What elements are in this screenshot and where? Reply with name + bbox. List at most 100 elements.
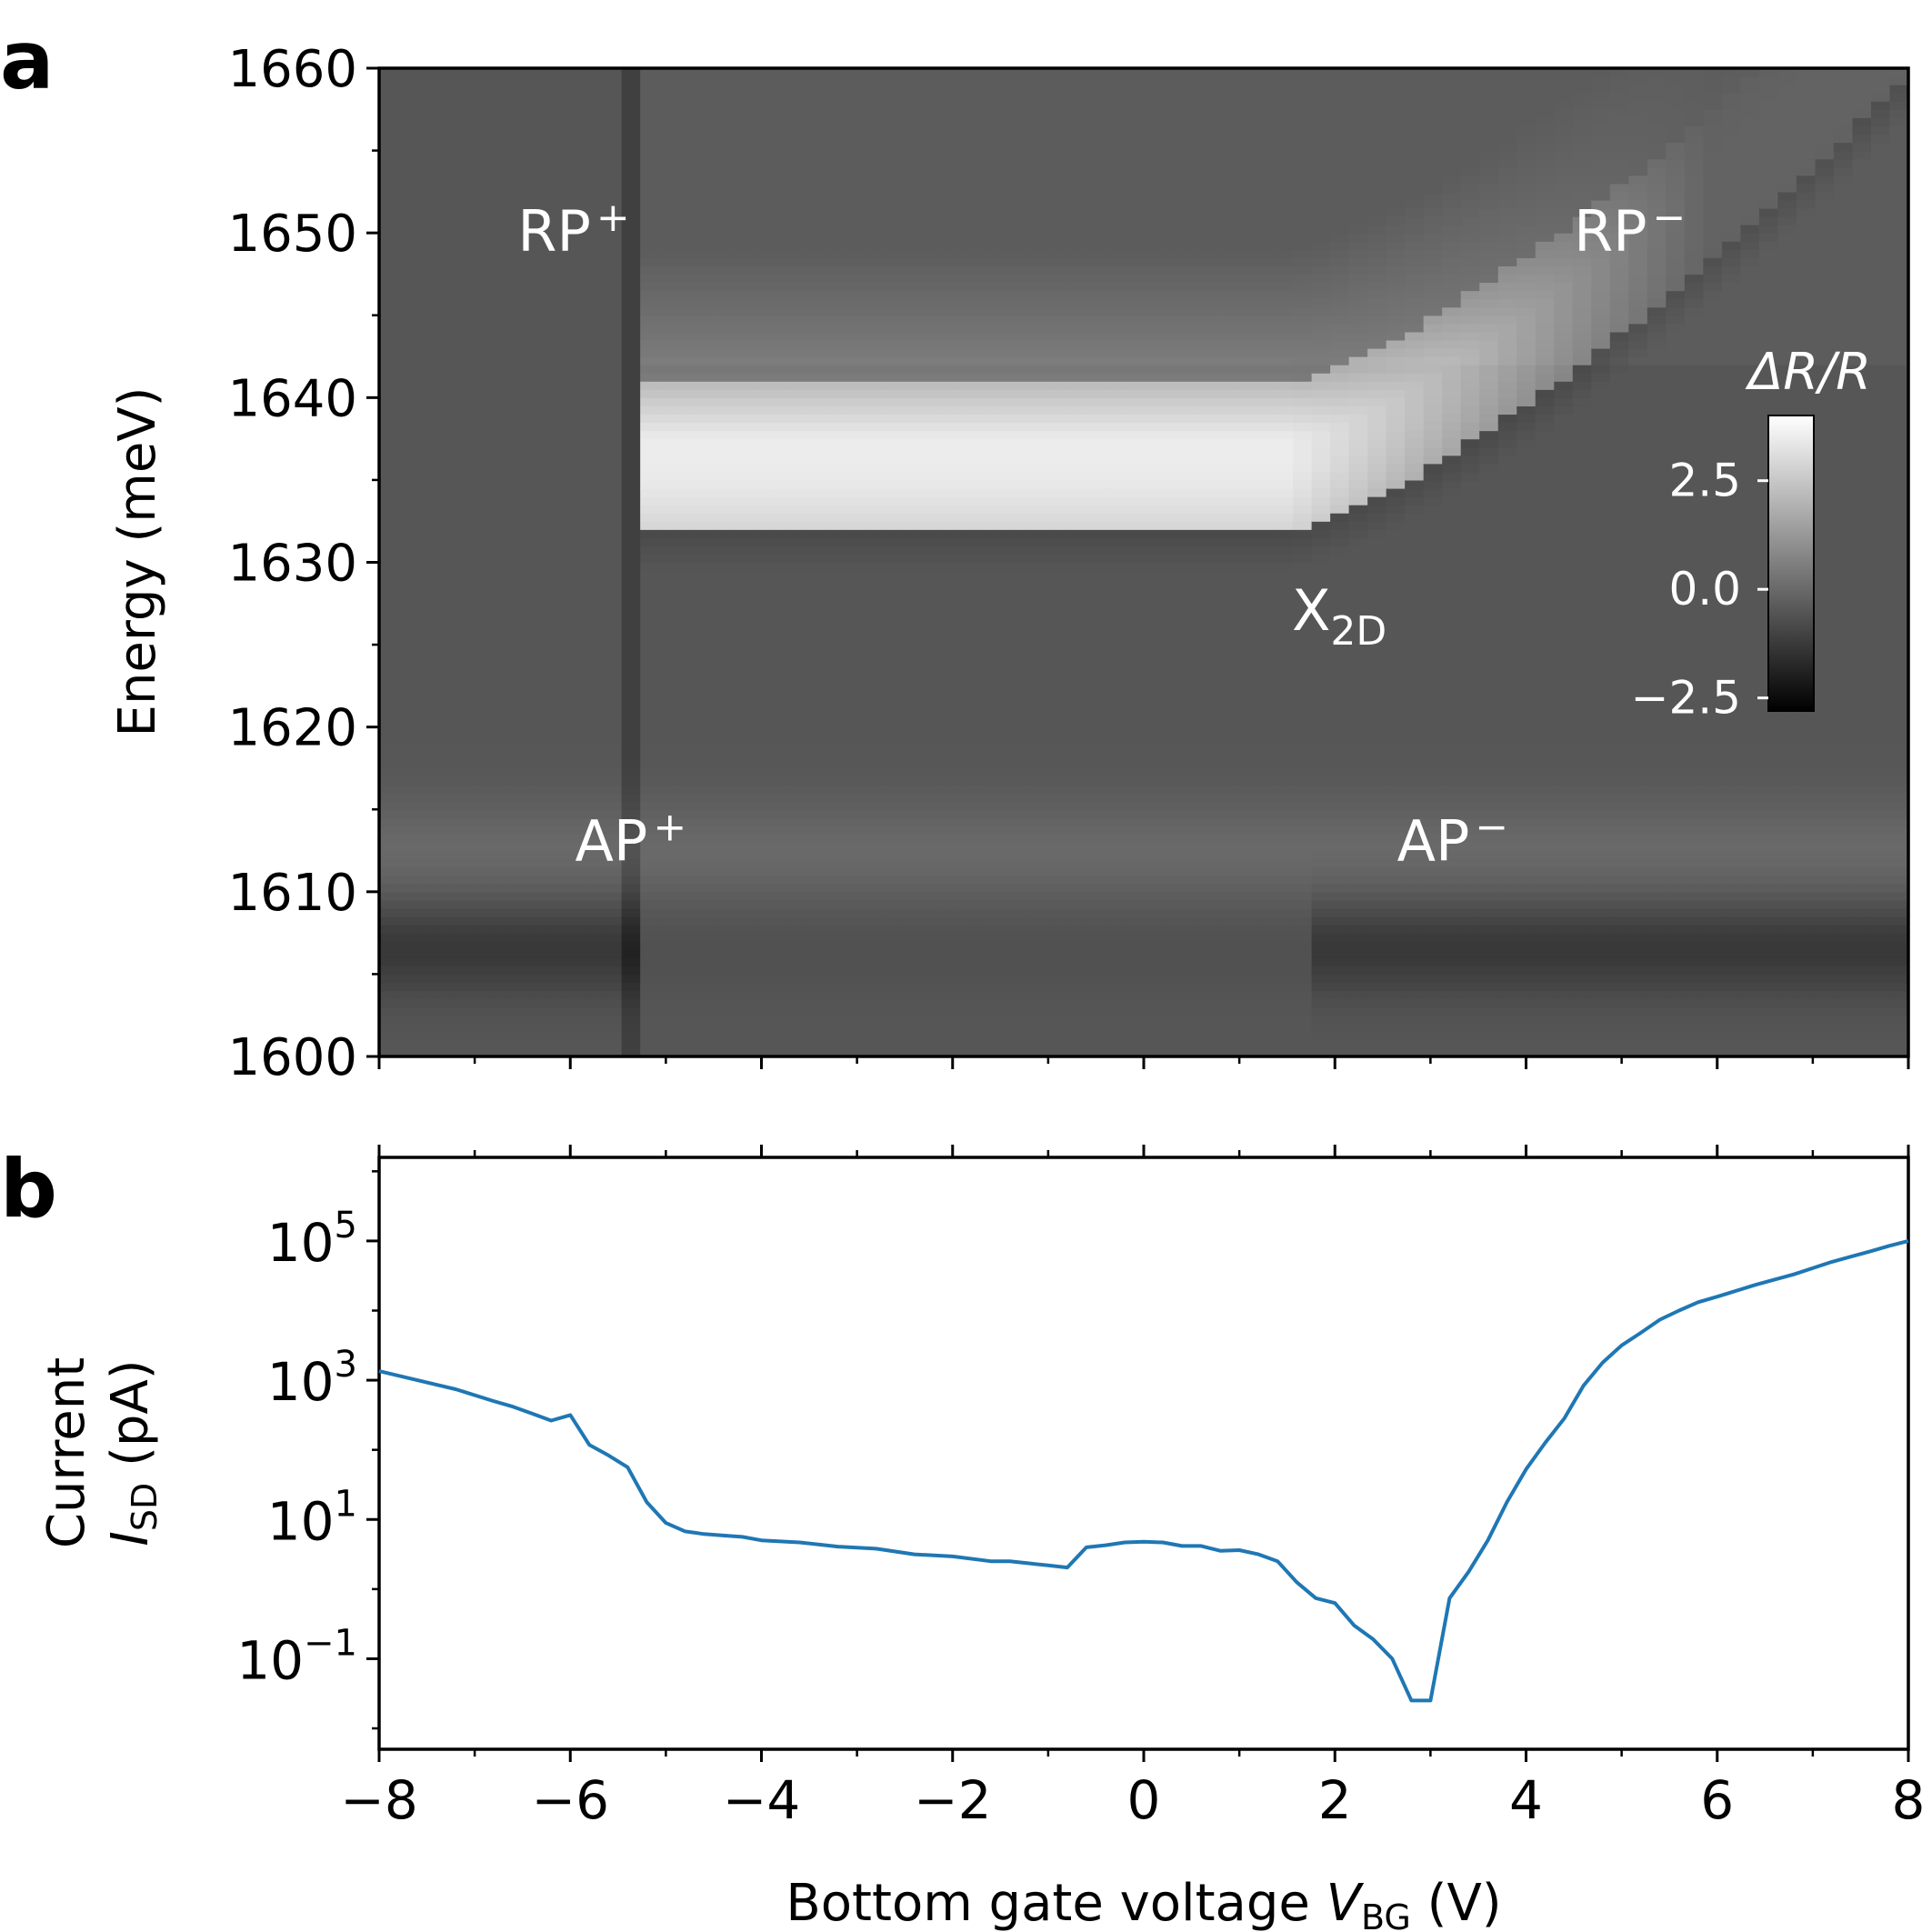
heatmap-cell <box>658 776 678 786</box>
heatmap-cell <box>1050 957 1070 966</box>
heatmap-cell <box>956 125 976 135</box>
heatmap-cell <box>454 595 474 605</box>
heatmap-cell <box>603 743 623 753</box>
heatmap-cell <box>770 487 790 497</box>
heatmap-cell <box>528 627 548 637</box>
heatmap-cell <box>546 850 566 860</box>
heatmap-cell <box>1031 109 1052 118</box>
heatmap-cell <box>435 529 455 538</box>
heatmap-cell <box>901 455 921 465</box>
heatmap-cell <box>640 537 660 546</box>
heatmap-cell <box>696 785 716 794</box>
heatmap-cell <box>864 957 884 966</box>
heatmap-cell <box>976 603 996 613</box>
heatmap-cell <box>733 298 753 308</box>
heatmap-cell <box>1125 134 1145 144</box>
heatmap-cell <box>603 957 623 966</box>
heatmap-cell <box>938 142 958 152</box>
heatmap-cell <box>1013 1015 1033 1025</box>
heatmap-cell <box>696 529 716 538</box>
heatmap-cell <box>733 76 753 85</box>
heatmap-cell <box>491 142 511 152</box>
heatmap-cell <box>696 925 716 934</box>
heatmap-cell <box>621 282 641 292</box>
heatmap-cell <box>1144 982 1164 992</box>
heatmap-cell <box>826 933 846 942</box>
heatmap-cell <box>379 619 399 629</box>
heatmap-cell <box>621 817 641 826</box>
heatmap-cell <box>956 611 976 621</box>
heatmap-cell <box>807 471 827 481</box>
heatmap-cell <box>1050 125 1070 135</box>
heatmap-cell <box>976 125 996 135</box>
heatmap-cell <box>509 339 529 349</box>
heatmap-cell <box>919 866 939 876</box>
heatmap-cell <box>919 257 939 266</box>
heatmap-cell <box>546 925 566 934</box>
heatmap-cell <box>397 85 417 94</box>
heatmap-cell <box>956 653 976 662</box>
heatmap-cell <box>658 68 678 77</box>
heatmap-cell <box>976 166 996 176</box>
heatmap-cell <box>677 982 697 992</box>
heatmap-cell <box>509 365 529 374</box>
heatmap-cell <box>789 726 809 736</box>
heatmap-cell <box>379 207 399 217</box>
heatmap-cell <box>882 68 902 77</box>
heatmap-cell <box>621 339 641 349</box>
heatmap-cell <box>1013 899 1033 909</box>
heatmap-cell <box>509 694 529 704</box>
heatmap-cell <box>658 570 678 580</box>
heatmap-cell <box>845 315 865 325</box>
heatmap-cell <box>752 751 772 761</box>
heatmap-cell <box>1106 315 1126 325</box>
heatmap-cell <box>807 76 827 85</box>
heatmap-cell <box>882 809 902 818</box>
heatmap-cell <box>677 389 697 398</box>
heatmap-cell <box>658 925 678 934</box>
heatmap-cell <box>603 496 623 506</box>
heatmap-cell <box>528 183 548 193</box>
heatmap-cell <box>789 801 809 810</box>
heatmap-cell <box>789 858 809 868</box>
heatmap-cell <box>845 265 865 275</box>
heatmap-cell <box>416 274 436 284</box>
heatmap-cell <box>416 793 436 802</box>
heatmap-cell <box>770 249 790 258</box>
heatmap-cell <box>1050 933 1070 942</box>
heatmap-cell <box>882 274 902 284</box>
heatmap-cell <box>864 282 884 292</box>
heatmap-cell <box>1125 68 1145 77</box>
heatmap-cell <box>677 397 697 406</box>
heatmap-cell <box>715 636 735 646</box>
heatmap-cell <box>454 315 474 325</box>
heatmap-cell <box>658 933 678 942</box>
heatmap-cell <box>1106 726 1126 736</box>
heatmap-cell <box>1031 101 1052 110</box>
heatmap-cell <box>845 653 865 662</box>
heatmap-cell <box>1106 479 1126 489</box>
heatmap-cell <box>584 899 604 909</box>
heatmap-cell <box>584 891 604 901</box>
heatmap-cell <box>715 686 735 696</box>
heatmap-cell <box>956 817 976 826</box>
heatmap-cell <box>1087 1023 1107 1033</box>
heatmap-cell <box>435 331 455 341</box>
heatmap-cell <box>901 645 921 654</box>
heatmap-cell <box>1144 611 1164 621</box>
heatmap-cell <box>416 627 436 637</box>
heatmap-cell <box>715 513 735 522</box>
heatmap-cell <box>546 726 566 736</box>
heatmap-cell <box>566 422 586 432</box>
heatmap-cell <box>658 907 678 917</box>
heatmap-cell <box>976 645 996 654</box>
heatmap-cell <box>826 998 846 1008</box>
heatmap-cell <box>919 282 939 292</box>
heatmap-cell <box>1031 653 1052 662</box>
heatmap-cell <box>1125 809 1145 818</box>
heatmap-cell <box>1144 1006 1164 1016</box>
heatmap-cell <box>715 207 735 217</box>
heatmap-cell <box>435 134 455 144</box>
heatmap-cell <box>901 68 921 77</box>
heatmap-cell <box>584 331 604 341</box>
